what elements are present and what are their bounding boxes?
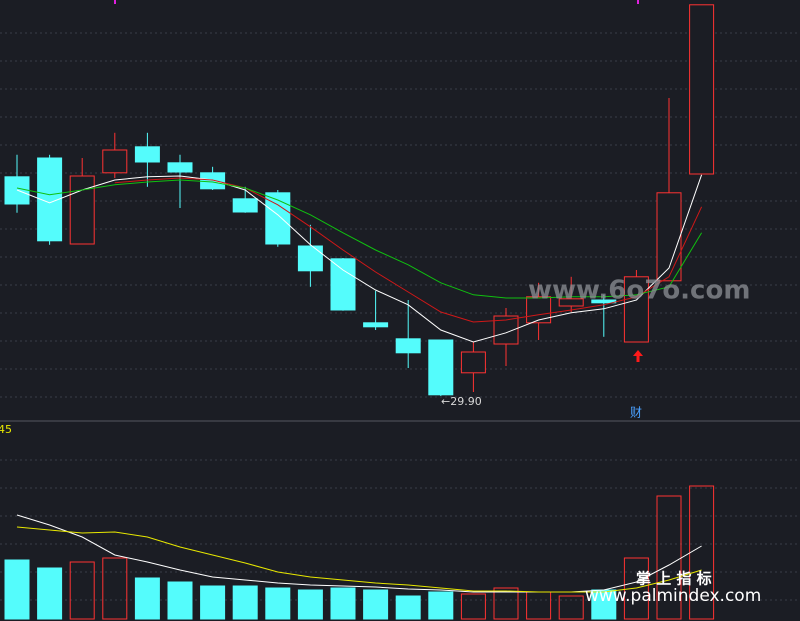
volume-bar bbox=[395, 595, 421, 620]
volume-bar bbox=[134, 577, 160, 620]
volume-bar bbox=[4, 559, 30, 620]
volume-bar bbox=[460, 593, 486, 620]
candle-body bbox=[330, 258, 356, 311]
candle-body bbox=[265, 192, 291, 245]
moving-average bbox=[16, 179, 703, 299]
candle-body bbox=[623, 276, 649, 343]
volume-bar bbox=[297, 589, 323, 620]
volume-bar bbox=[623, 557, 649, 620]
signal-arrow bbox=[633, 350, 643, 362]
volume-bar bbox=[558, 595, 584, 620]
candle-body bbox=[297, 245, 323, 272]
moving-average bbox=[16, 526, 702, 593]
volume-bar bbox=[37, 567, 63, 620]
candle-body bbox=[167, 162, 193, 173]
volume-bar bbox=[493, 587, 519, 620]
candle-body bbox=[460, 351, 486, 374]
volume-bar bbox=[232, 585, 258, 620]
volume-bar bbox=[330, 587, 356, 620]
candle-body bbox=[102, 149, 128, 174]
indicator-label: 45 bbox=[0, 423, 12, 436]
volume-bar bbox=[102, 557, 128, 620]
volume-bar bbox=[265, 587, 291, 620]
note-mark: 财 bbox=[630, 406, 642, 420]
candle-body bbox=[363, 322, 389, 328]
candle-body bbox=[689, 4, 715, 175]
watermark: www.6o7o.com bbox=[528, 276, 750, 306]
moving-average bbox=[114, 177, 703, 323]
volume-bar bbox=[428, 591, 454, 620]
candle-body bbox=[232, 198, 258, 213]
candle-body bbox=[69, 175, 95, 245]
candle-body bbox=[656, 192, 682, 282]
volume-bar bbox=[167, 581, 193, 620]
watermark: www.palmindex.com bbox=[585, 586, 761, 606]
candle-body bbox=[200, 172, 226, 190]
moving-average bbox=[16, 174, 703, 343]
candle-body bbox=[428, 339, 454, 396]
candle-body bbox=[395, 338, 421, 354]
volume-bar bbox=[200, 585, 226, 620]
low-label: ←29.90 bbox=[441, 395, 482, 408]
volume-bar bbox=[591, 589, 617, 620]
candle-body bbox=[558, 298, 584, 307]
watermark: 掌 上 指 标 bbox=[636, 570, 712, 588]
volume-bar bbox=[69, 561, 95, 620]
moving-average bbox=[16, 514, 702, 593]
candle-body bbox=[134, 146, 160, 163]
volume-bar bbox=[363, 589, 389, 620]
